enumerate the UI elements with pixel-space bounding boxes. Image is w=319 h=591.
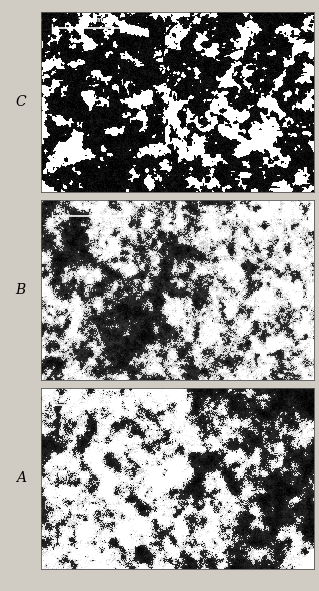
Text: C: C (15, 95, 26, 109)
Text: 50 μm: 50 μm (78, 204, 103, 211)
Text: A: A (16, 472, 26, 485)
Text: B: B (16, 283, 26, 297)
Text: 50 μm: 50 μm (78, 393, 103, 400)
Text: 50 μm: 50 μm (78, 17, 103, 23)
